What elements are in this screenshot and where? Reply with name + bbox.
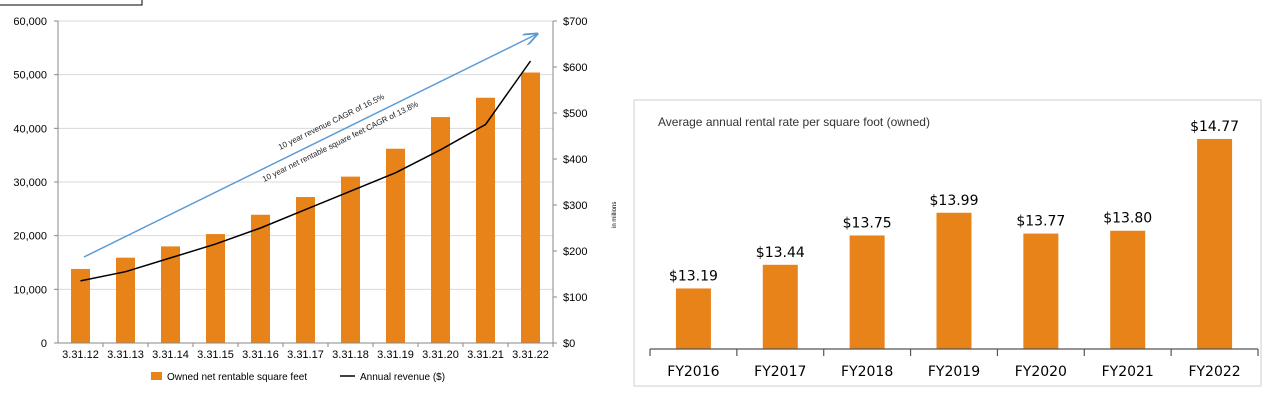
c1-right-tick-label: $700 [563, 16, 587, 28]
c1-bar [116, 257, 135, 343]
c1-right-tick-label: $600 [563, 62, 587, 74]
chart-2: Average annual rental rate per square fo… [633, 99, 1262, 387]
chart-1: 0 10,000 20,000 30,000 40,000 50,000 60,000 $0… [13, 16, 618, 383]
c2-x-tick-label: FY2018 [841, 364, 893, 380]
c2-x-tick-label: FY2022 [1188, 364, 1240, 380]
c1-x-tick-label: 3.31.12 [62, 349, 99, 361]
c1-x-tick-label: 3.31.15 [197, 349, 234, 361]
c1-right-tick-label: $100 [563, 292, 587, 304]
c1-right-tick-label: $200 [563, 246, 587, 258]
c2-x-tick-label: FY2016 [667, 364, 719, 380]
c2-x-tick-label: FY2019 [928, 364, 980, 380]
c2-x-ticks [649, 349, 1259, 356]
c2-bar [1110, 230, 1146, 349]
c2-x-tick-labels: FY2016 FY2017 FY2018 FY2019 FY2020 FY2021 FY20… [667, 364, 1240, 380]
c1-right-tick-label: $0 [563, 338, 575, 350]
c1-x-tick-label: 3.31.17 [287, 349, 324, 361]
c1-bar [296, 197, 315, 343]
c1-left-tick-label: 60,000 [13, 16, 47, 28]
c1-right-tick-label: $500 [563, 108, 587, 120]
c1-x-tick-label: 3.31.18 [332, 349, 369, 361]
c1-x-tick-label: 3.31.22 [512, 349, 549, 361]
c1-cagr-arrow [83, 34, 537, 258]
c1-bar [431, 117, 450, 344]
c1-bars [71, 72, 554, 347]
c1-left-tick-label: 50,000 [13, 70, 47, 82]
c1-left-tick-label: 40,000 [13, 123, 47, 135]
c1-left-tick-label: 0 [41, 338, 47, 350]
c2-x-tick-label: FY2020 [1015, 364, 1067, 380]
c2-frame [633, 99, 1262, 387]
c1-legend-line-label: Annual revenue ($) [360, 372, 445, 383]
c2-bar [1023, 233, 1059, 349]
c1-x-tick-label: 3.31.21 [467, 349, 504, 361]
c1-bar [251, 214, 270, 343]
c1-right-tick-labels: $0 $100 $200 $300 $400 $500 $600 $700 [553, 16, 587, 350]
c1-right-tick-label: $300 [563, 200, 587, 212]
c1-bar [341, 176, 360, 343]
c1-right-tick-label: $400 [563, 154, 587, 166]
c1-bar [521, 72, 540, 344]
c2-bar [936, 212, 972, 349]
c1-left-tick-label: 30,000 [13, 177, 47, 189]
c2-x-tick-label: FY2021 [1102, 364, 1154, 380]
c1-revenue-line [80, 60, 532, 282]
c2-value-label: $13.80 [1103, 211, 1152, 227]
c2-bar [849, 235, 885, 349]
c1-x-tick-label: 3.31.14 [152, 349, 189, 361]
c1-legend-bar-label: Owned net rentable square feet [167, 372, 307, 383]
c1-bar [161, 246, 180, 343]
c1-x-tick-label: 3.31.16 [242, 349, 279, 361]
c2-value-labels: $13.19 $13.44 $13.75 $13.99 $13.77 $13.80 $14.… [669, 119, 1239, 284]
c1-left-tick-labels: 0 10,000 20,000 30,000 40,000 50,000 60,000 [13, 16, 47, 350]
c2-bar [762, 264, 798, 349]
c2-bars [675, 138, 1233, 349]
c2-value-label: $13.44 [756, 245, 805, 261]
c2-value-label: $13.19 [669, 268, 718, 284]
c2-bar [675, 288, 711, 349]
c1-bar [476, 97, 495, 343]
c1-x-tick-label: 3.31.13 [107, 349, 144, 361]
frame-fragment [0, 0, 143, 6]
c2-value-label: $14.77 [1190, 119, 1239, 135]
c2-value-label: $13.99 [930, 193, 979, 209]
c2-title: Average annual rental rate per square fo… [658, 115, 930, 129]
c1-x-tick-labels: 3.31.12 3.31.13 3.31.14 3.31.15 3.31.16 3.31.… [62, 349, 549, 361]
c1-x-tick-label: 3.31.19 [377, 349, 414, 361]
c2-value-label: $13.77 [1016, 214, 1065, 230]
c1-left-tick-label: 10,000 [13, 284, 47, 296]
c1-bar [386, 148, 405, 343]
c2-value-label: $13.75 [843, 215, 892, 231]
c2-x-tick-label: FY2017 [754, 364, 806, 380]
c1-left-tick-label: 20,000 [13, 231, 47, 243]
c1-x-tick-label: 3.31.20 [422, 349, 459, 361]
c1-right-axis-unit-label: in millions [612, 202, 618, 228]
c2-bar [1197, 138, 1233, 349]
c1-bar [206, 234, 225, 343]
c1-legend-bar-swatch [151, 372, 162, 380]
c1-bar [71, 268, 90, 343]
